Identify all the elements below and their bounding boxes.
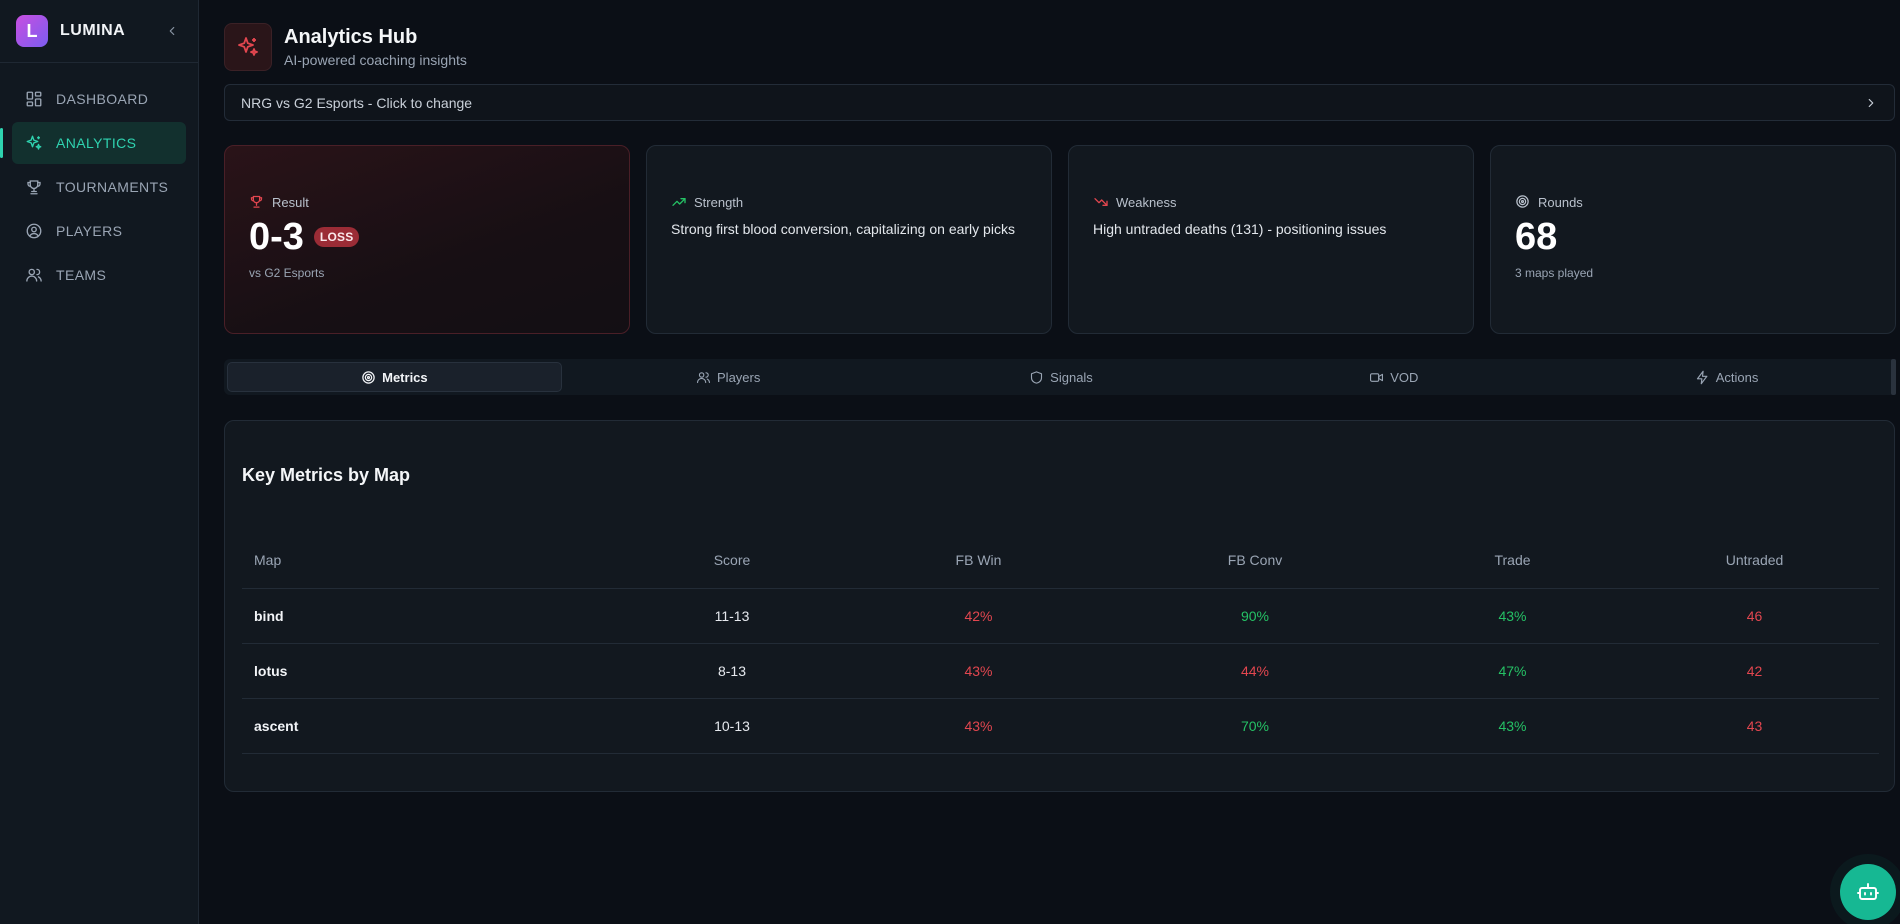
trade-value: 43% (1395, 588, 1630, 644)
sidebar-item-dashboard[interactable]: DASHBOARD (12, 78, 186, 120)
sidebar: L LUMINA DASHBOARD ANALYTICS TOURNAMENTS (0, 0, 199, 924)
sidebar-item-players[interactable]: PLAYERS (12, 210, 186, 252)
sidebar-item-label: PLAYERS (56, 223, 123, 239)
map-score: 10-13 (622, 698, 842, 754)
tab-label: Metrics (382, 369, 428, 385)
page-title: Analytics Hub (284, 26, 418, 48)
map-score: 11-13 (622, 588, 842, 644)
weakness-text: High untraded deaths (131) - positioning… (1093, 221, 1387, 237)
rounds-value: 68 (1515, 216, 1558, 258)
rounds-label: Rounds (1538, 194, 1583, 210)
table-row: bind 11-13 42% 90% 43% 46 (242, 588, 1879, 644)
trade-value: 47% (1395, 643, 1630, 699)
bot-icon (1857, 883, 1879, 900)
grid-icon (24, 89, 44, 109)
column-header-map: Map (242, 533, 622, 589)
map-name: ascent (242, 698, 622, 754)
column-header-fb-conv: FB Conv (1115, 533, 1395, 589)
map-score: 8-13 (622, 643, 842, 699)
result-opponent: vs G2 Esports (249, 266, 325, 280)
column-header-untraded: Untraded (1630, 533, 1879, 589)
untraded-value: 43 (1630, 698, 1879, 754)
summary-cards: Result 0-3 LOSS vs G2 Esports Strength S… (224, 145, 1896, 334)
sidebar-item-label: DASHBOARD (56, 91, 149, 107)
collapse-sidebar-button[interactable] (162, 21, 182, 41)
brand-name: LUMINA (60, 22, 126, 39)
trending-up-icon (671, 194, 687, 210)
chevron-left-icon (169, 26, 175, 36)
bolt-icon (1695, 370, 1710, 385)
target-icon (361, 370, 376, 385)
fb-win-value: 43% (842, 643, 1115, 699)
user-circle-icon (24, 221, 44, 241)
fb-win-value: 42% (842, 588, 1115, 644)
page-header: Analytics Hub AI-powered coaching insigh… (224, 23, 467, 71)
trophy-icon (24, 177, 44, 197)
brand-logo: L (16, 15, 48, 47)
fb-win-value: 43% (842, 698, 1115, 754)
brand: L LUMINA (0, 0, 198, 63)
sparkles-icon (224, 23, 272, 71)
panel-title: Key Metrics by Map (242, 465, 411, 485)
users-icon (696, 370, 711, 385)
trade-value: 43% (1395, 698, 1630, 754)
column-header-score: Score (622, 533, 842, 589)
tab-label: Players (717, 369, 761, 385)
result-score: 0-3 (249, 216, 304, 258)
sidebar-nav: DASHBOARD ANALYTICS TOURNAMENTS PLAYERS … (0, 63, 198, 296)
fb-conv-value: 90% (1115, 588, 1395, 644)
tabs-scrollbar[interactable] (1891, 359, 1896, 395)
sparkles-icon (24, 133, 44, 153)
shield-icon (1029, 370, 1044, 385)
result-card: Result 0-3 LOSS vs G2 Esports (224, 145, 630, 334)
tab-metrics[interactable]: Metrics (227, 362, 562, 392)
match-selector[interactable]: NRG vs G2 Esports - Click to change (224, 84, 1895, 121)
ai-assistant-button[interactable] (1840, 864, 1896, 920)
sidebar-item-teams[interactable]: TEAMS (12, 254, 186, 296)
column-header-trade: Trade (1395, 533, 1630, 589)
trophy-icon (249, 194, 265, 210)
users-icon (24, 265, 44, 285)
fb-conv-value: 44% (1115, 643, 1395, 699)
key-metrics-panel: Key Metrics by Map Map Score FB Win FB C… (224, 420, 1895, 792)
untraded-value: 46 (1630, 588, 1879, 644)
loss-badge: LOSS (313, 227, 360, 247)
rounds-card: Rounds 68 3 maps played (1490, 145, 1896, 334)
result-label: Result (272, 194, 309, 210)
map-name: bind (242, 588, 622, 644)
table-row: lotus 8-13 43% 44% 47% 42 (242, 643, 1879, 699)
fb-conv-value: 70% (1115, 698, 1395, 754)
map-name: lotus (242, 643, 622, 699)
strength-card: Strength Strong first blood conversion, … (646, 145, 1052, 334)
tab-signals[interactable]: Signals (895, 362, 1228, 392)
video-icon (1369, 370, 1384, 385)
tab-label: Actions (1715, 369, 1759, 385)
strength-text: Strong first blood conversion, capitaliz… (671, 221, 1015, 237)
weakness-label: Weakness (1116, 194, 1177, 210)
untraded-value: 42 (1630, 643, 1879, 699)
tab-label: VOD (1390, 369, 1419, 385)
chevron-right-icon (1864, 96, 1878, 110)
sidebar-item-analytics[interactable]: ANALYTICS (0, 122, 186, 164)
analytics-tabs: Metrics Players Signals VOD Actions (224, 359, 1896, 395)
weakness-card: Weakness High untraded deaths (131) - po… (1068, 145, 1474, 334)
sidebar-item-label: TEAMS (56, 267, 107, 283)
table-header-row: Map Score FB Win FB Conv Trade Untraded (242, 533, 1879, 589)
tab-label: Signals (1050, 369, 1093, 385)
column-header-fb-win: FB Win (842, 533, 1115, 589)
sidebar-item-label: TOURNAMENTS (56, 179, 169, 195)
target-icon (1515, 194, 1531, 210)
tab-vod[interactable]: VOD (1227, 362, 1560, 392)
strength-label: Strength (694, 194, 744, 210)
page-subtitle: AI-powered coaching insights (284, 52, 467, 68)
sidebar-item-tournaments[interactable]: TOURNAMENTS (12, 166, 186, 208)
trending-down-icon (1093, 194, 1109, 210)
match-selector-label: NRG vs G2 Esports - Click to change (241, 94, 473, 111)
tab-actions[interactable]: Actions (1560, 362, 1893, 392)
table-row: ascent 10-13 43% 70% 43% 43 (242, 698, 1879, 754)
maps-played: 3 maps played (1515, 266, 1594, 280)
metrics-table: Map Score FB Win FB Conv Trade Untraded … (242, 533, 1879, 754)
tab-players[interactable]: Players (562, 362, 895, 392)
sidebar-item-label: ANALYTICS (56, 135, 137, 151)
